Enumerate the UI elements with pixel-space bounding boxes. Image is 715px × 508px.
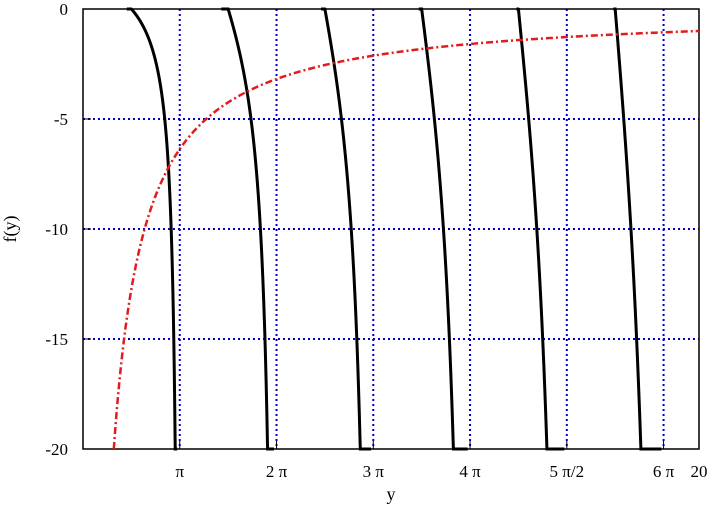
series-0-branch-2 [321,7,371,451]
series-0-branch-4 [516,7,565,451]
series-0 [126,7,662,451]
x-axis-title: y [387,484,396,504]
x-tick-label-3: 4 π [459,462,481,481]
series-1-line [112,29,700,450]
x-tick-label-0: π [175,462,184,481]
y-tick-label-3: -15 [45,330,68,349]
series-0-branch-0 [126,7,178,451]
x-tick-label-5: 6 π [653,462,675,481]
y-axis-title: f(y) [0,216,21,243]
series-1 [112,29,700,450]
series-0-branch-5 [613,7,662,451]
x-tick-label-2: 3 π [363,462,385,481]
grid [83,9,699,449]
y-tick-label-0: 0 [60,0,69,19]
y-tick-label-2: -10 [45,220,68,239]
y-tick-label-1: -5 [54,110,68,129]
x-tick-label-6: 20 [691,462,708,481]
y-tick-label-4: -20 [45,440,68,459]
ticks: π 2 π 3 π 4 π 5 π/2 6 π 20 0 -5 -10 -15 -20 [45,0,707,481]
series-0-branch-1 [221,7,274,451]
series-0-branch-3 [418,7,468,451]
series [112,7,700,451]
x-tick-label-4: 5 π/2 [550,462,585,481]
x-tick-label-1: 2 π [266,462,288,481]
